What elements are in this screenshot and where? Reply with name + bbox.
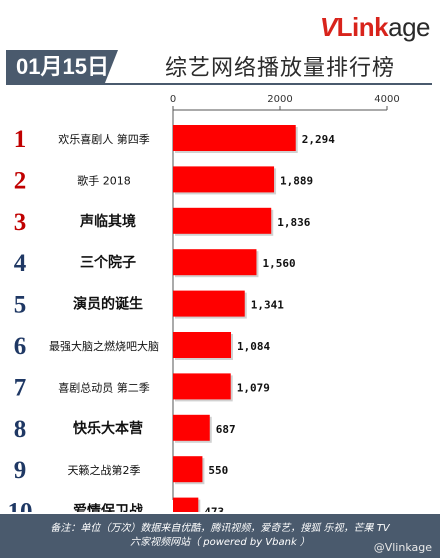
bar: [173, 414, 210, 441]
value-label: 1,341: [251, 299, 284, 312]
date-badge: 01月15日: [6, 50, 118, 84]
category-label: 歌手 2018: [77, 173, 131, 187]
category-label: 天籁之战第2季: [68, 463, 141, 477]
value-label: 473: [204, 506, 224, 512]
rank-number: 10: [8, 499, 33, 512]
rank-number: 3: [14, 209, 27, 236]
logo-link: Link: [336, 12, 389, 42]
vlinkage-logo: VLinkage: [319, 12, 431, 43]
value-label: 1,560: [262, 257, 295, 270]
weibo-watermark: @Vlinkage: [373, 541, 432, 554]
footer-line-2: 六家视频网站（ powered by Vbank ）: [130, 537, 310, 548]
rank-number: 6: [14, 333, 27, 360]
category-label: 三个院子: [80, 254, 136, 271]
category-label: 欢乐喜剧人 第四季: [58, 132, 150, 146]
value-label: 1,889: [280, 174, 313, 187]
bar: [173, 207, 272, 234]
x-tick-label: 0: [170, 94, 176, 105]
category-label: 喜剧总动员 第二季: [58, 380, 150, 394]
value-label: 2,294: [302, 133, 335, 146]
logo-v: V: [319, 12, 337, 42]
category-label: 爱情保卫战: [73, 503, 143, 512]
footer-note: 备注：单位（万次）数据来自优酷，腾讯视频，爱奇艺，搜狐 乐视，芒果 TV 六家视…: [0, 514, 440, 558]
bar-chart: 0 2000 4000 1 欢乐喜剧人 第四季 2,294 2 歌手 2018 1,889 3 声临…: [8, 94, 400, 512]
x-tick-label: 4000: [374, 94, 399, 105]
value-label: 1,836: [277, 216, 310, 229]
bar: [173, 373, 231, 400]
value-label: 550: [208, 464, 228, 477]
rank-number: 5: [14, 292, 27, 319]
rank-number: 7: [14, 374, 27, 401]
footer-line-1: 备注：单位（万次）数据来自优酷，腾讯视频，爱奇艺，搜狐 乐视，芒果 TV: [50, 523, 390, 534]
chart-title: 综艺网络播放量排行榜: [164, 56, 395, 81]
x-tick-label: 2000: [267, 94, 292, 105]
category-label: 演员的诞生: [73, 296, 143, 313]
logo-age: age: [388, 12, 430, 42]
rank-number: 9: [14, 457, 27, 484]
value-label: 1,084: [237, 340, 270, 353]
bar: [173, 290, 245, 317]
title-underline: [6, 83, 432, 85]
rank-number: 8: [14, 416, 27, 443]
bar: [173, 249, 257, 276]
bar: [173, 497, 199, 512]
rank-number: 1: [14, 126, 27, 153]
bar: [173, 456, 203, 483]
bar: [173, 125, 296, 151]
bar: [173, 332, 231, 358]
category-label: 快乐大本营: [73, 420, 143, 437]
value-label: 687: [216, 423, 236, 436]
rank-number: 2: [14, 167, 27, 194]
rank-number: 4: [14, 250, 27, 277]
value-label: 1,079: [237, 381, 270, 394]
category-label: 最强大脑之燃烧吧大脑: [49, 339, 159, 353]
bar: [173, 166, 275, 193]
category-label: 声临其境: [79, 213, 136, 230]
